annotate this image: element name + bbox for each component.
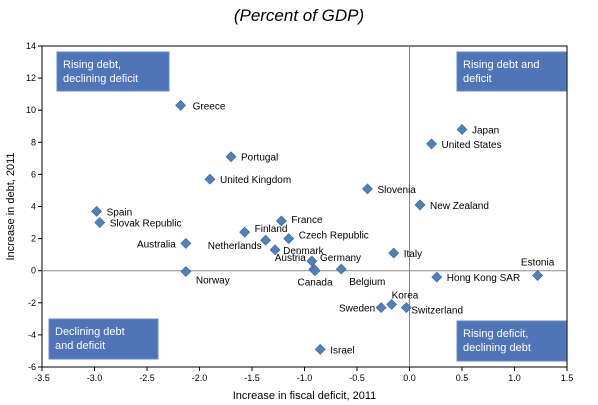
- point-label-australia: Australia: [137, 239, 176, 250]
- point-netherlands: [260, 234, 272, 246]
- y-tick-label: 14: [26, 41, 36, 51]
- y-tick-label: -6: [28, 362, 36, 372]
- point-label-hong-kong-sar: Hong Kong SAR: [447, 273, 520, 284]
- point-slovenia: [362, 183, 373, 195]
- quadrant-label-top-left: Rising debt,: [63, 59, 121, 71]
- point-label-korea: Korea: [392, 290, 419, 301]
- point-label-netherlands: Netherlands: [208, 241, 262, 252]
- y-tick-label: 0: [31, 266, 36, 276]
- point-denmark: [269, 244, 281, 256]
- point-hong-kong-sar: [431, 271, 443, 283]
- point-czech-republic: [283, 233, 295, 245]
- y-tick-label: 2: [31, 234, 36, 244]
- quadrant-box-bottom-right: [456, 320, 567, 362]
- quadrant-label-bottom-left: Declining debt: [55, 326, 125, 338]
- point-label-switzerland: Switzerland: [411, 306, 463, 317]
- quadrant-boxes: Rising debt, declining deficit Rising debt…: [48, 51, 567, 362]
- point-united-states: [426, 138, 437, 150]
- point-spain: [91, 205, 103, 217]
- point-belgium: [335, 263, 347, 275]
- point-norway: [180, 266, 192, 277]
- y-tick-label: -4: [28, 330, 36, 340]
- quadrant-label-top-right: deficit: [463, 73, 492, 85]
- x-tick-label: -2.5: [139, 373, 155, 383]
- quadrant-label-bottom-right: Rising deficit,: [463, 328, 528, 340]
- data-points: Greece Japan United States Portugal United K…: [91, 99, 555, 356]
- y-tick-label: 10: [26, 105, 36, 115]
- x-tick-label: 0.0: [403, 373, 416, 383]
- quadrant-label-top-right: Rising debt and: [463, 59, 539, 71]
- point-finland: [239, 226, 251, 238]
- point-label-united-states: United States: [442, 140, 502, 151]
- x-tick-label: -1.0: [297, 373, 313, 383]
- quadrant-label-top-left: declining deficit: [63, 73, 138, 85]
- point-united-kingdom: [204, 173, 216, 185]
- x-tick-label: 1.5: [561, 373, 574, 383]
- point-italy: [388, 247, 400, 259]
- point-label-canada: Canada: [297, 278, 332, 289]
- point-canada: [309, 265, 321, 277]
- point-new-zealand: [414, 199, 426, 211]
- point-label-denmark: Denmark: [283, 246, 325, 257]
- quadrant-label-bottom-right: declining debt: [463, 342, 531, 354]
- point-australia: [180, 237, 192, 249]
- point-switzerland: [400, 302, 412, 314]
- point-label-slovak-republic: Slovak Republic: [110, 219, 182, 230]
- point-label-italy: Italy: [404, 249, 422, 260]
- x-tick-label: -0.5: [349, 373, 365, 383]
- point-label-sweden: Sweden: [339, 304, 375, 315]
- y-tick-label: -2: [28, 298, 36, 308]
- point-france: [275, 215, 287, 227]
- y-tick-label: 12: [26, 73, 36, 83]
- point-label-greece: Greece: [193, 101, 226, 112]
- point-label-czech-republic: Czech Republic: [299, 231, 369, 242]
- quadrant-box-top-right: [456, 51, 567, 92]
- point-label-estonia: Estonia: [521, 258, 555, 269]
- y-axis-label: Increase in debt, 2011: [5, 152, 17, 260]
- quadrant-label-bottom-left: and deficit: [55, 340, 105, 352]
- point-austria: [306, 255, 318, 267]
- point-label-spain: Spain: [107, 207, 133, 218]
- point-portugal: [225, 151, 237, 163]
- x-tick-label: -3.5: [34, 373, 50, 383]
- x-axis-label: Increase in fiscal deficit, 2011: [233, 390, 376, 402]
- point-label-norway: Norway: [196, 276, 230, 287]
- x-tick-label: 1.0: [508, 373, 521, 383]
- point-label-new-zealand: New Zealand: [430, 201, 489, 212]
- point-slovak-republic: [94, 217, 106, 228]
- x-tick-label: 0.5: [456, 373, 469, 383]
- y-tick-label: 4: [31, 202, 36, 212]
- x-tick-label: -2.0: [192, 373, 208, 383]
- point-label-germany: Germany: [320, 253, 361, 264]
- point-label-portugal: Portugal: [241, 153, 278, 164]
- axes-layer: -3.5 -3.0 -2.5 -2.0 -1.5 -1.0 -0.5 0.0 0.5 1.0 1.5…: [26, 41, 573, 383]
- point-korea: [386, 298, 398, 310]
- quadrant-box-bottom-left: [48, 318, 159, 360]
- y-tick-label: 6: [31, 169, 36, 179]
- point-japan: [456, 124, 468, 135]
- point-estonia: [532, 270, 544, 281]
- point-label-slovenia: Slovenia: [378, 185, 417, 196]
- point-label-finland: Finland: [255, 224, 288, 235]
- point-label-france: France: [291, 215, 323, 226]
- point-label-japan: Japan: [472, 125, 499, 136]
- chart-title: (Percent of GDP): [233, 6, 365, 25]
- point-label-israel: Israel: [330, 345, 354, 356]
- x-tick-label: -3.0: [87, 373, 103, 383]
- point-greece: [175, 99, 187, 111]
- point-israel: [314, 343, 326, 355]
- point-sweden: [375, 302, 387, 314]
- x-tick-label: -1.5: [244, 373, 260, 383]
- quadrant-box-top-left: [56, 51, 170, 92]
- y-tick-label: 8: [31, 137, 36, 147]
- point-label-united-kingdom: United Kingdom: [220, 175, 291, 186]
- point-label-austria: Austria: [275, 253, 307, 264]
- point-label-belgium: Belgium: [349, 277, 385, 288]
